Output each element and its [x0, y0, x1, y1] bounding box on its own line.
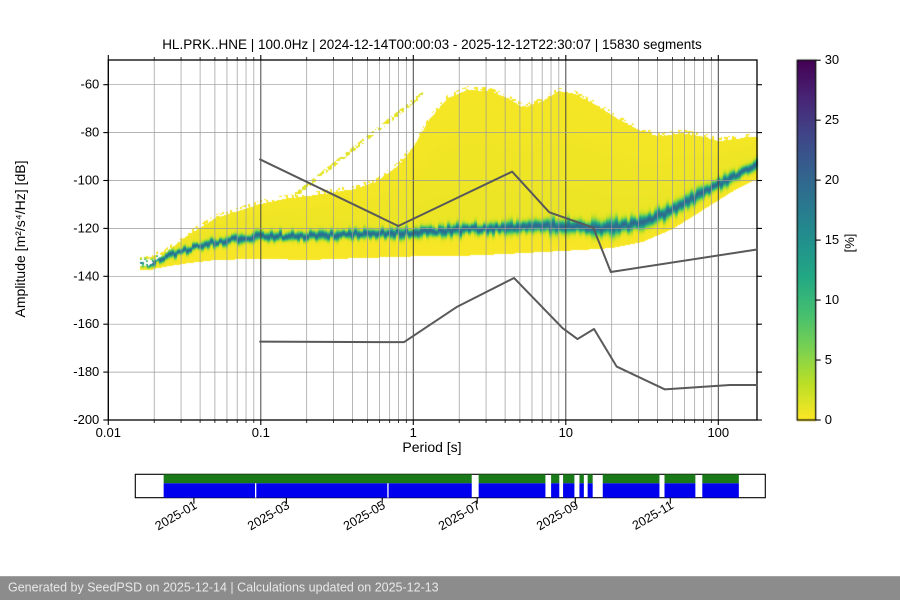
- svg-text:Generated by SeedPSD on 2025-1: Generated by SeedPSD on 2025-12-14 | Cal…: [8, 581, 439, 595]
- svg-text:Period [s]: Period [s]: [402, 439, 461, 455]
- svg-text:Amplitude [m²/s⁴/Hz] [dB]: Amplitude [m²/s⁴/Hz] [dB]: [12, 161, 28, 318]
- svg-text:2025-03: 2025-03: [245, 498, 292, 533]
- svg-text:0.01: 0.01: [96, 425, 121, 440]
- svg-text:30: 30: [825, 52, 839, 67]
- svg-text:2025-09: 2025-09: [534, 498, 581, 533]
- svg-text:2025-07: 2025-07: [436, 498, 483, 533]
- svg-text:20: 20: [825, 172, 839, 187]
- svg-text:-80: -80: [81, 125, 100, 140]
- svg-text:100: 100: [707, 425, 729, 440]
- svg-text:-160: -160: [73, 316, 99, 331]
- svg-text:HL.PRK..HNE | 100.0Hz | 2024-1: HL.PRK..HNE | 100.0Hz | 2024-12-14T00:00…: [162, 37, 702, 52]
- svg-text:-140: -140: [73, 268, 99, 283]
- svg-text:-120: -120: [73, 220, 99, 235]
- svg-text:10: 10: [825, 292, 839, 307]
- svg-text:2025-11: 2025-11: [630, 498, 676, 533]
- svg-text:-100: -100: [73, 173, 99, 188]
- svg-text:10: 10: [559, 425, 573, 440]
- svg-text:2025-01: 2025-01: [153, 498, 200, 533]
- svg-text:-60: -60: [81, 77, 100, 92]
- svg-text:15: 15: [825, 232, 839, 247]
- svg-text:0.1: 0.1: [252, 425, 270, 440]
- svg-text:0: 0: [825, 412, 832, 427]
- svg-text:2025-05: 2025-05: [341, 498, 388, 533]
- svg-text:25: 25: [825, 112, 839, 127]
- svg-text:[%]: [%]: [842, 234, 857, 253]
- svg-text:-200: -200: [73, 412, 99, 427]
- svg-text:1: 1: [410, 425, 417, 440]
- svg-text:-180: -180: [73, 364, 99, 379]
- svg-text:5: 5: [825, 352, 832, 367]
